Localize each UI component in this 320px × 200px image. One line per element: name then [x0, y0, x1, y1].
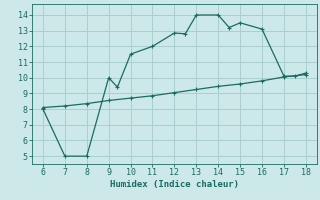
- X-axis label: Humidex (Indice chaleur): Humidex (Indice chaleur): [110, 180, 239, 189]
